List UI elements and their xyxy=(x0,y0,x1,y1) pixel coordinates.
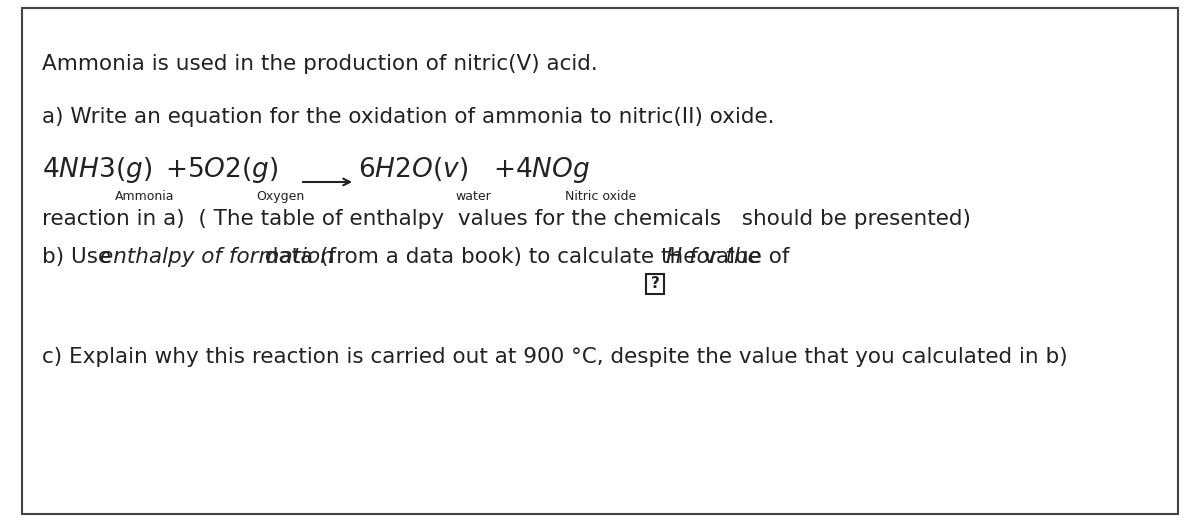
Text: Ammonia is used in the production of nitric(V) acid.: Ammonia is used in the production of nit… xyxy=(42,54,598,74)
Text: H for the: H for the xyxy=(666,247,761,267)
Text: $\mathbf{\mathit{+5O2(g)}}$: $\mathbf{\mathit{+5O2(g)}}$ xyxy=(166,155,278,185)
Text: $\mathbf{\mathit{4NH3(g)}}$: $\mathbf{\mathit{4NH3(g)}}$ xyxy=(42,155,152,185)
Text: reaction in a)  ( The table of enthalpy  values for the chemicals   should be pr: reaction in a) ( The table of enthalpy v… xyxy=(42,209,971,229)
Text: c) Explain why this reaction is carried out at 900 °C, despite the value that yo: c) Explain why this reaction is carried … xyxy=(42,347,1068,367)
Text: Oxygen: Oxygen xyxy=(256,190,305,203)
Text: ?: ? xyxy=(650,277,660,291)
Text: b) Use: b) Use xyxy=(42,247,118,267)
Text: Nitric oxide: Nitric oxide xyxy=(565,190,636,203)
Text: Ammonia: Ammonia xyxy=(115,190,174,203)
Text: a) Write an equation for the oxidation of ammonia to nitric(II) oxide.: a) Write an equation for the oxidation o… xyxy=(42,107,774,127)
Text: data (from a data book) to calculate the value of: data (from a data book) to calculate the… xyxy=(258,247,797,267)
Text: enthalpy of formation: enthalpy of formation xyxy=(100,247,334,267)
Bar xyxy=(646,274,664,294)
Text: water: water xyxy=(455,190,491,203)
Text: $\mathbf{\mathit{+4NOg}}$: $\mathbf{\mathit{+4NOg}}$ xyxy=(493,155,590,185)
Text: $\mathbf{\mathit{6H2O(v)}}$: $\mathbf{\mathit{6H2O(v)}}$ xyxy=(358,155,468,183)
